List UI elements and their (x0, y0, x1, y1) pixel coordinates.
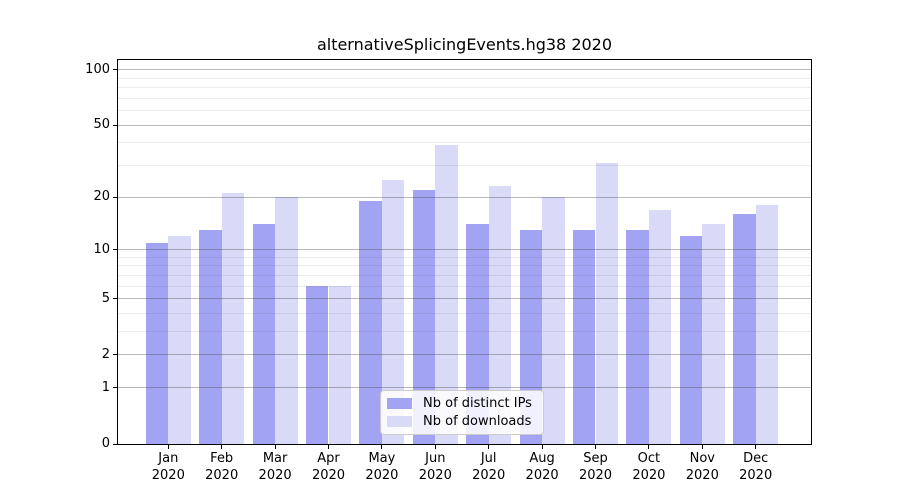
bar-distinct-ips-mar (252, 224, 276, 444)
x-axis-tick (221, 444, 223, 449)
x-axis-tick (167, 444, 169, 449)
x-tick-month: Oct (637, 451, 661, 466)
x-axis-tick-label: Sep 2020 (564, 450, 628, 484)
bar-distinct-ips-sep (572, 230, 596, 444)
y-axis-tick (113, 298, 118, 300)
bar-downloads-jan (168, 236, 191, 444)
x-tick-year: 2020 (365, 468, 399, 483)
x-axis-tick (755, 444, 757, 449)
x-tick-month: Aug (529, 451, 555, 466)
x-tick-year: 2020 (739, 468, 773, 483)
plot-area (117, 59, 812, 445)
x-axis-tick (434, 444, 436, 449)
legend-label-downloads: Nb of downloads (423, 414, 532, 429)
y-axis-tick-label: 5 (101, 290, 110, 306)
bar-distinct-ips-jun (412, 189, 436, 444)
bar-downloads-mar (275, 197, 298, 444)
x-axis-tick (595, 444, 596, 449)
x-tick-month: Jan (158, 451, 179, 466)
y-axis-tick-label: 1 (101, 379, 110, 395)
x-axis-tick-label: Jan 2020 (136, 450, 200, 484)
bar-downloads-sep (595, 163, 619, 444)
legend-item-distinct-ips: Nb of distinct IPs (387, 396, 537, 411)
x-axis-tick (701, 444, 703, 449)
bar-distinct-ips-may (359, 201, 382, 444)
chart-title: alternativeSplicingEvents.hg38 2020 (316, 35, 613, 54)
bar-distinct-ips-apr (305, 286, 329, 444)
x-tick-month: Apr (317, 451, 340, 466)
legend-swatch-downloads-icon (387, 416, 412, 427)
bar-downloads-jun (435, 144, 458, 444)
x-axis-tick-label: Oct 2020 (617, 450, 681, 484)
bar-downloads-aug (542, 197, 565, 444)
y-axis-tick-label: 50 (93, 117, 110, 133)
x-axis-tick-label: Jul 2020 (457, 450, 521, 484)
y-axis-tick-label: 100 (85, 61, 110, 77)
bar-distinct-ips-jul (466, 224, 489, 444)
bar-distinct-ips-feb (199, 230, 222, 444)
x-tick-year: 2020 (578, 468, 613, 483)
x-tick-year: 2020 (685, 468, 719, 483)
y-axis-tick (113, 124, 118, 126)
bar-distinct-ips-dec (733, 214, 756, 444)
x-axis-tick-label: Dec 2020 (724, 450, 788, 484)
legend-swatch-distinct-ips-icon (387, 398, 412, 409)
x-tick-month: Jun (425, 451, 446, 466)
x-axis-tick-label: Nov 2020 (670, 450, 734, 484)
x-axis-tick (648, 444, 650, 449)
bar-downloads-jul (488, 186, 512, 444)
bar-downloads-feb (221, 193, 245, 444)
bar-downloads-oct (648, 209, 672, 444)
y-axis-tick-label: 20 (93, 189, 110, 205)
bar-downloads-dec (755, 205, 779, 444)
x-axis-tick-label: Apr 2020 (297, 450, 361, 484)
x-tick-month: Feb (210, 451, 234, 466)
x-tick-year: 2020 (258, 468, 292, 483)
x-axis-tick-label: Aug 2020 (510, 450, 574, 484)
legend: Nb of distinct IPs Nb of downloads (380, 390, 544, 435)
x-axis-tick-label: Feb 2020 (190, 450, 254, 484)
x-tick-year: 2020 (311, 468, 346, 483)
bar-downloads-nov (702, 224, 725, 444)
bar-downloads-may (381, 179, 405, 444)
y-axis-tick-label: 0 (101, 436, 110, 451)
x-tick-year: 2020 (418, 468, 452, 483)
bar-distinct-ips-oct (626, 230, 649, 444)
x-tick-month: May (368, 451, 396, 466)
x-tick-year: 2020 (205, 468, 239, 483)
y-axis-tick (113, 69, 118, 71)
legend-label-distinct-ips: Nb of distinct IPs (423, 396, 532, 411)
x-tick-month: Jul (480, 451, 497, 466)
x-axis-tick (328, 444, 329, 449)
x-tick-year: 2020 (151, 468, 185, 483)
x-axis-tick-label: Jun 2020 (403, 450, 467, 484)
y-axis-tick (113, 249, 118, 251)
x-tick-month: Dec (743, 451, 769, 466)
y-axis-tick (113, 196, 118, 198)
x-tick-month: Mar (262, 451, 288, 466)
x-axis-tick (274, 444, 276, 449)
legend-item-downloads: Nb of downloads (387, 414, 537, 429)
y-axis-tick-label: 10 (93, 241, 110, 257)
x-tick-year: 2020 (525, 468, 559, 483)
x-tick-year: 2020 (632, 468, 666, 483)
x-tick-month: Sep (583, 451, 608, 466)
y-axis-tick-label: 2 (101, 346, 110, 362)
x-tick-month: Nov (689, 451, 715, 466)
x-axis-tick-label: May 2020 (350, 450, 414, 484)
x-axis-tick (381, 444, 383, 449)
bar-distinct-ips-jan (145, 242, 169, 444)
x-axis-tick-label: Mar 2020 (243, 450, 307, 484)
x-axis-tick (541, 444, 543, 449)
x-tick-year: 2020 (472, 468, 506, 483)
bar-distinct-ips-nov (679, 236, 703, 444)
bar-downloads-apr (328, 286, 352, 444)
x-axis-tick (488, 444, 490, 449)
y-axis-tick (113, 443, 118, 445)
y-axis-tick (113, 354, 118, 356)
bars-layer (118, 60, 811, 444)
y-axis-tick (113, 387, 118, 389)
